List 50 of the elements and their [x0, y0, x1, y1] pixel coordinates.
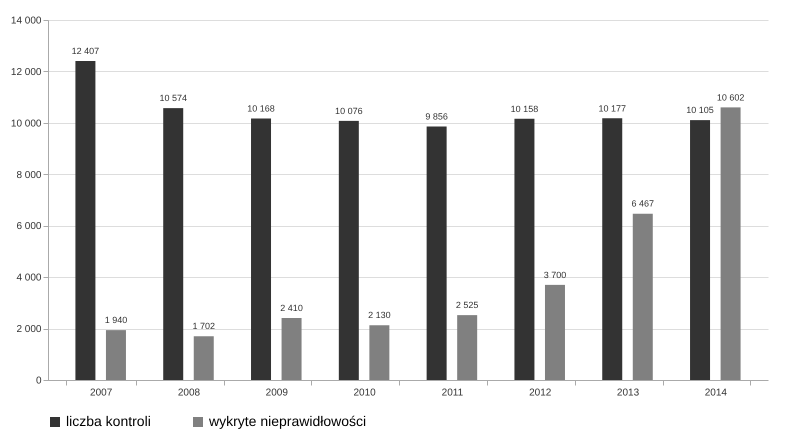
y-tick-label: 8 000	[16, 170, 42, 181]
bar	[602, 118, 622, 380]
data-label: 10 105	[686, 105, 714, 116]
data-label: 3 700	[544, 270, 566, 280]
y-tick-label: 2 000	[16, 324, 42, 336]
bar	[690, 120, 710, 380]
x-tick-label: 2011	[442, 388, 464, 398]
bar	[514, 118, 534, 380]
x-tick-label: 2012	[529, 388, 552, 398]
bar	[282, 318, 302, 380]
data-label: 10 574	[159, 93, 187, 104]
data-label: 10 177	[598, 103, 626, 114]
data-label: 2 525	[456, 300, 478, 310]
x-tick-label: 2013	[616, 388, 640, 398]
bar	[632, 214, 653, 380]
x-tick-label: 2008	[178, 388, 201, 398]
y-tick-label: 6 000	[16, 221, 42, 232]
data-label: 10 076	[335, 106, 363, 116]
bar	[251, 118, 272, 380]
data-label: 1 940	[104, 315, 128, 326]
x-tick-label: 2007	[90, 388, 113, 398]
data-label: 9 856	[425, 112, 448, 122]
y-tick-label: 14 000	[10, 16, 42, 26]
bar	[75, 60, 96, 380]
y-tick-label: 10 000	[10, 118, 42, 130]
x-tick-label: 2009	[266, 388, 288, 398]
x-tick-label: 2010	[353, 388, 376, 398]
bar	[106, 330, 126, 380]
data-label: 2 410	[280, 303, 303, 314]
y-tick-label: 12 000	[10, 66, 42, 78]
x-tick-label: 2014	[704, 388, 728, 398]
data-label: 2 130	[368, 310, 391, 320]
bar	[426, 126, 447, 380]
data-label: 1 702	[192, 321, 216, 332]
bar	[369, 325, 390, 380]
data-label: 10 168	[247, 104, 275, 114]
data-label: 12 407	[72, 46, 100, 56]
bar	[338, 120, 359, 380]
y-tick-label: 0	[36, 376, 42, 386]
y-tick-label: 4 000	[16, 272, 42, 284]
bar	[720, 107, 741, 380]
data-label: 10 602	[716, 92, 744, 102]
bar	[457, 315, 478, 380]
bar	[163, 108, 184, 380]
bar	[544, 284, 565, 380]
data-label: 6 467	[632, 198, 654, 209]
legend-label: wykryte nieprawidłowości	[208, 413, 366, 429]
legend-label: liczba kontroli	[66, 413, 151, 429]
data-label: 10 158	[510, 104, 538, 114]
bar	[194, 336, 214, 380]
